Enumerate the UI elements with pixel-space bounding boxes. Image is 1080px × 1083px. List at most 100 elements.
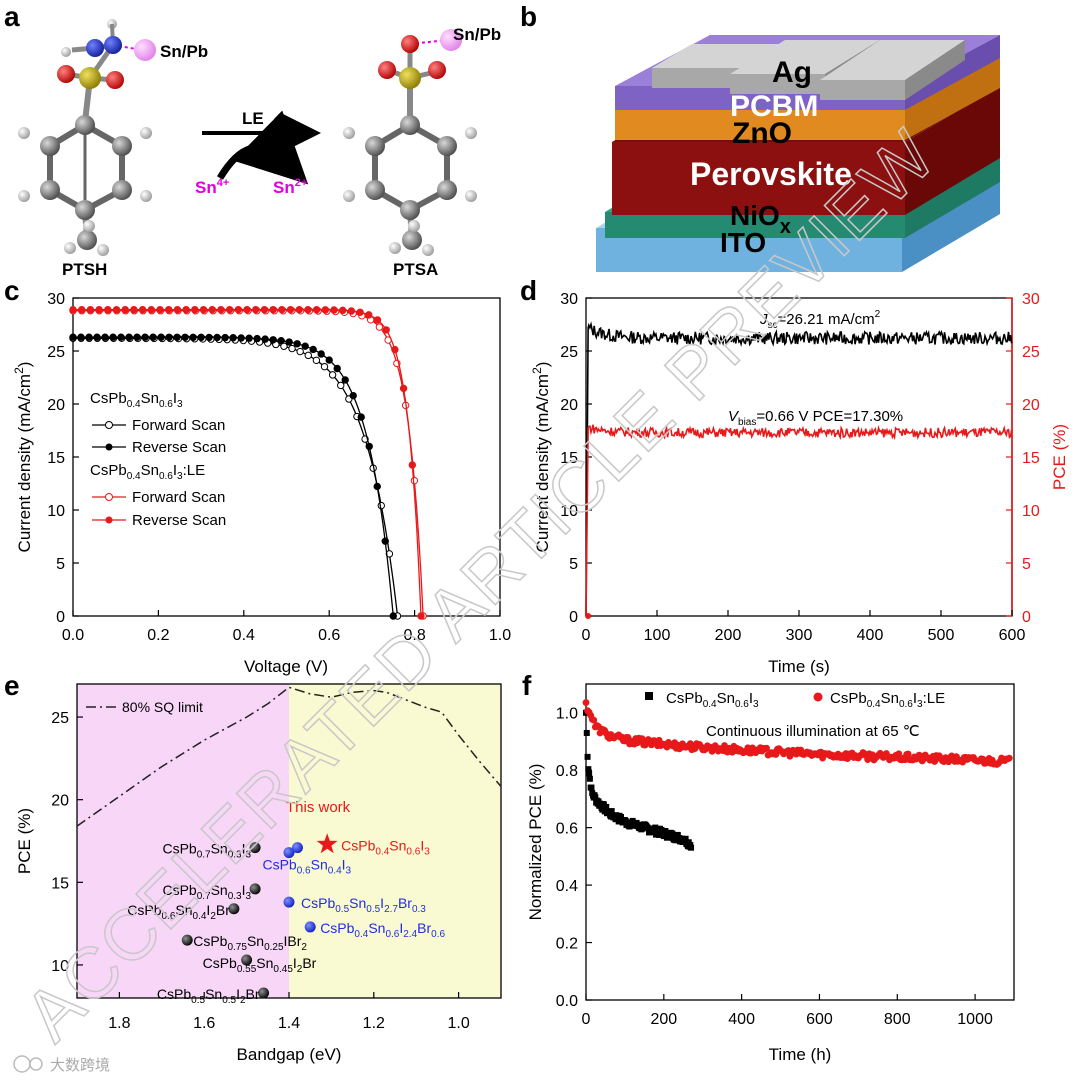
jv-point-3-35 [373, 316, 382, 324]
x-tick-label-f-4: 800 [884, 1011, 911, 1028]
jv-point-3-33 [356, 308, 364, 316]
aging-point-0-26 [603, 803, 610, 810]
jv-point-3-16 [208, 305, 216, 314]
jv-point-2-35 [375, 323, 384, 331]
jv-point-3-13 [182, 305, 190, 314]
y-tick-label-d-r-1: 5 [1022, 556, 1031, 573]
y-tick-label-d-r-2: 10 [1022, 503, 1040, 520]
panel-a-scheme: a [4, 1, 501, 279]
sn2-label: Sn2+ [273, 177, 307, 197]
jv-point-3-15 [199, 305, 208, 314]
jv-point-1-29 [301, 342, 309, 350]
ag-electrodes [652, 40, 965, 100]
jv-point-1-18 [213, 333, 221, 342]
panel-b-device-stack: b Ag PCBM [520, 1, 1000, 272]
legend-f-le: CsPb0.4Sn0.6I3:LE [830, 690, 945, 710]
panel-d-stability-chart: d 0 100 200 300 400 500 6000510152025300510152… [520, 275, 1069, 676]
y-tick-label-d-5: 25 [560, 344, 578, 361]
y-tick-label-e-3: 25 [51, 710, 69, 727]
x-tick-label-d-5: 500 [928, 627, 955, 644]
jv-point-3-5 [112, 305, 121, 314]
x-tick-label-d-3: 300 [786, 627, 813, 644]
x-tick-label-e-3: 1.2 [363, 1015, 385, 1032]
ylabel-c: Current density (mA/cm2) [12, 362, 34, 553]
annotation-vbias: Vbias=0.66 V PCE=17.30% [728, 408, 903, 428]
legend-c-forward: Forward Scan [132, 417, 225, 434]
jv-point-1-30 [309, 345, 317, 354]
jv-point-1-28 [293, 340, 301, 348]
legend-e-sq: 80% SQ limit [122, 699, 203, 715]
ito-label: ITO [720, 227, 766, 258]
sn4-label: Sn4+ [195, 177, 229, 197]
jv-point-3-25 [286, 305, 295, 314]
jv-point-1-24 [261, 335, 269, 343]
redox-curved-arrow [216, 110, 309, 185]
credit-text: 大数跨境 [50, 1056, 110, 1074]
aging-point-0-5 [586, 775, 593, 782]
x-tick-label-f-5: 1000 [957, 1011, 993, 1028]
jv-point-1-1 [77, 333, 85, 341]
jv-point-1-19 [221, 333, 229, 342]
literature-point-6 [283, 847, 295, 859]
y2label-d: PCE (%) [1050, 424, 1069, 490]
jv-point-3-27 [304, 306, 312, 314]
aging-point-0-135 [688, 844, 695, 851]
aging-point-0-102 [662, 827, 669, 834]
jv-point-3-38 [399, 384, 408, 393]
aging-point-0-111 [669, 830, 676, 837]
pcbm-label: PCBM [730, 90, 818, 123]
x-tick-label-d-1: 100 [644, 627, 671, 644]
x-tick-label-c-1: 0.2 [147, 627, 169, 644]
x-tick-label-c-2: 0.4 [233, 627, 255, 644]
perovskite-layer [612, 142, 905, 215]
jv-point-3-39 [408, 461, 417, 469]
y-tick-label-c-6: 30 [47, 291, 65, 308]
y-tick-label-d-4: 20 [560, 397, 578, 414]
jv-point-1-13 [173, 333, 181, 341]
jv-point-3-37 [391, 345, 399, 354]
jv-point-0-28 [296, 347, 304, 356]
panel-label-e: e [4, 670, 20, 701]
y-tick-label-e-1: 15 [51, 875, 69, 892]
ito-layer [596, 228, 902, 272]
literature-point-5 [258, 987, 270, 999]
point-label-2: CsPb0.6Sn0.4I2Br [127, 902, 230, 922]
ptsa-molecule [343, 29, 477, 256]
panel-label-a: a [4, 1, 20, 32]
jv-point-1-36 [357, 413, 365, 421]
aging-point-0-4 [586, 770, 593, 777]
jv-point-1-20 [229, 334, 237, 342]
perovskite-label: Perovskite [690, 156, 852, 192]
jv-point-1-21 [237, 334, 245, 342]
legend-c: CsPb0.4Sn0.6I3 Forward Scan Reverse Scan… [90, 390, 226, 529]
y-tick-label-d-r-0: 0 [1022, 609, 1031, 626]
y-tick-label-e-0: 10 [51, 958, 69, 975]
y-tick-label-d-r-5: 25 [1022, 344, 1040, 361]
y-tick-label-c-4: 20 [47, 397, 65, 414]
jv-point-1-38 [373, 482, 381, 491]
ptsh-label: PTSH [62, 260, 107, 279]
jv-point-3-32 [347, 307, 356, 315]
aging-point-0-33 [608, 808, 615, 815]
jv-point-2-39 [410, 476, 419, 485]
x-tick-label-c-5: 1.0 [489, 627, 511, 644]
metal-label-left: Sn/Pb [160, 42, 208, 61]
panel-f-longterm-chart: f 0 200 400 600 800 1000 0.0 0.2 0.4 0.6 0.8 1.0 Cs… [522, 670, 1015, 1064]
aging-point-0-3 [585, 766, 592, 773]
aging-point-0-128 [682, 835, 689, 842]
zno-layer [615, 108, 905, 140]
jv-point-1-35 [349, 391, 357, 400]
jv-point-1-11 [157, 333, 165, 341]
aging-point-1-36 [638, 735, 646, 743]
jv-point-1-8 [133, 333, 141, 341]
jv-point-3-21 [252, 305, 260, 314]
ag-label: Ag [772, 56, 812, 89]
jv-point-1-17 [205, 333, 213, 342]
aging-point-1-207 [904, 750, 912, 758]
jv-point-0-29 [304, 351, 312, 360]
point-label-7: CsPb0.6Sn0.4I3 [262, 857, 351, 877]
legend-c-le-reverse: Reverse Scan [132, 512, 226, 529]
jv-point-1-27 [285, 338, 293, 346]
literature-point-3 [181, 934, 193, 946]
